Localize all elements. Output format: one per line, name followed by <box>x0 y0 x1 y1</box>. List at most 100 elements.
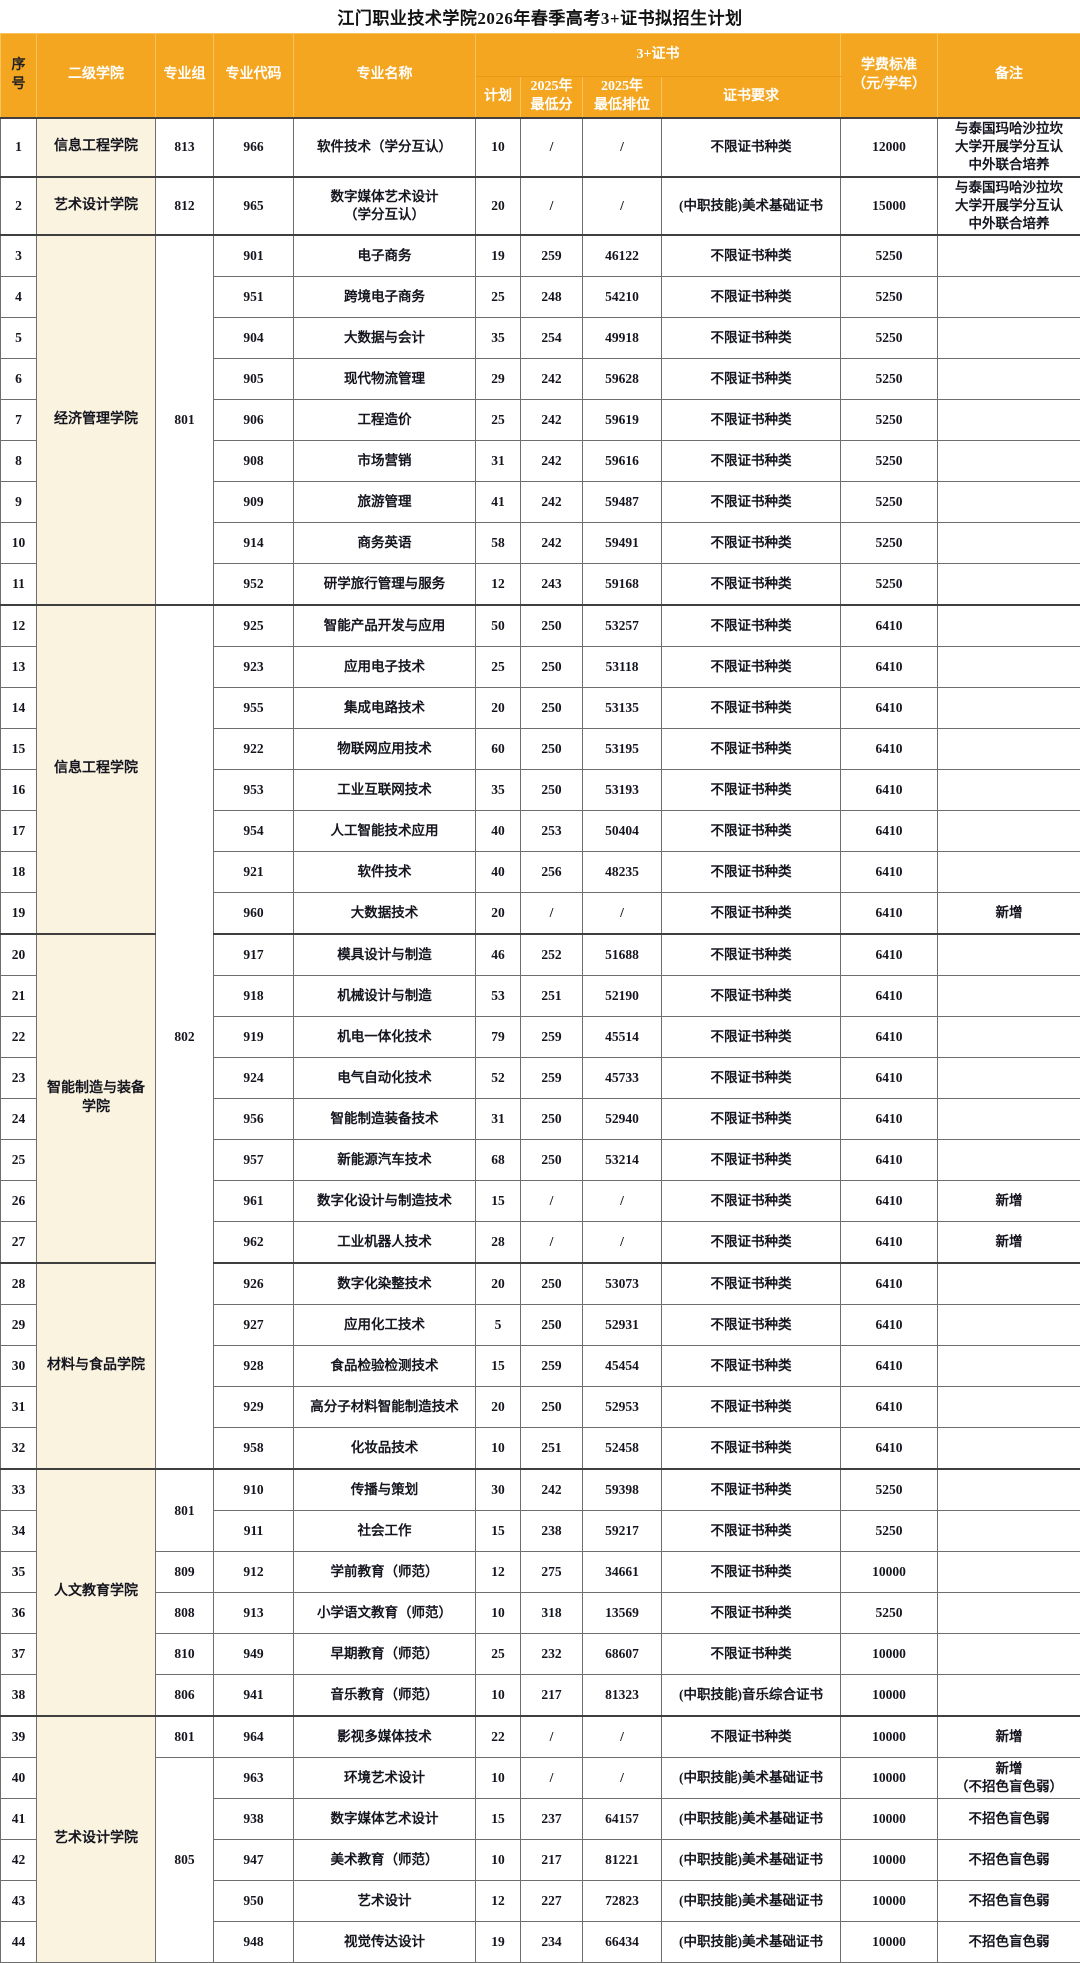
major-name-cell: 应用化工技术 <box>294 1305 476 1346</box>
min-score-cell: 250 <box>521 1305 583 1346</box>
group-cell: 802 <box>156 605 214 1469</box>
header-seq: 序 号 <box>1 34 37 119</box>
seq-cell: 23 <box>1 1058 37 1099</box>
major-code-cell: 911 <box>214 1511 294 1552</box>
remark-cell <box>938 1634 1080 1675</box>
cert-req-cell: 不限证书种类 <box>662 400 841 441</box>
major-name-cell: 环境艺术设计 <box>294 1758 476 1799</box>
header-min-rank: 2025年 最低排位 <box>583 77 662 119</box>
header-remark: 备注 <box>938 34 1080 119</box>
min-score-cell: 237 <box>521 1799 583 1840</box>
min-rank-cell: 45733 <box>583 1058 662 1099</box>
min-score-cell: 217 <box>521 1840 583 1881</box>
plan-cell: 22 <box>476 1716 521 1758</box>
tuition-cell: 5250 <box>841 523 938 564</box>
major-name-cell: 美术教育（师范） <box>294 1840 476 1881</box>
tuition-cell: 10000 <box>841 1552 938 1593</box>
college-cell: 经济管理学院 <box>37 235 156 605</box>
major-code-cell: 938 <box>214 1799 294 1840</box>
major-name-cell: 电子商务 <box>294 235 476 277</box>
plan-cell: 12 <box>476 1881 521 1922</box>
seq-cell: 28 <box>1 1263 37 1305</box>
major-name-cell: 高分子材料智能制造技术 <box>294 1387 476 1428</box>
remark-cell <box>938 523 1080 564</box>
min-score-cell: / <box>521 893 583 935</box>
table-header: 序 号 二级学院 专业组 专业代码 专业名称 3+证书 学费标准 （元/学年） … <box>1 34 1080 119</box>
min-score-cell: 250 <box>521 1140 583 1181</box>
tuition-cell: 10000 <box>841 1799 938 1840</box>
seq-cell: 31 <box>1 1387 37 1428</box>
min-rank-cell: 48235 <box>583 852 662 893</box>
major-code-cell: 919 <box>214 1017 294 1058</box>
college-cell: 信息工程学院 <box>37 118 156 177</box>
plan-cell: 20 <box>476 893 521 935</box>
cert-req-cell: 不限证书种类 <box>662 441 841 482</box>
remark-cell <box>938 1099 1080 1140</box>
min-rank-cell: / <box>583 1222 662 1264</box>
min-score-cell: 242 <box>521 359 583 400</box>
seq-cell: 32 <box>1 1428 37 1470</box>
remark-cell: 与泰国玛哈沙拉坎 大学开展学分互认 中外联合培养 <box>938 177 1080 236</box>
remark-cell: 新增 <box>938 1222 1080 1264</box>
seq-cell: 1 <box>1 118 37 177</box>
plan-cell: 20 <box>476 1387 521 1428</box>
tuition-cell: 10000 <box>841 1675 938 1717</box>
plan-cell: 53 <box>476 976 521 1017</box>
cert-req-cell: 不限证书种类 <box>662 1511 841 1552</box>
min-score-cell: 250 <box>521 1263 583 1305</box>
tuition-cell: 6410 <box>841 893 938 935</box>
cert-req-cell: 不限证书种类 <box>662 1222 841 1264</box>
remark-cell: 不招色盲色弱 <box>938 1799 1080 1840</box>
plan-cell: 10 <box>476 1675 521 1717</box>
college-cell: 人文教育学院 <box>37 1469 156 1716</box>
tuition-cell: 6410 <box>841 605 938 647</box>
seq-cell: 43 <box>1 1881 37 1922</box>
min-score-cell: 250 <box>521 605 583 647</box>
tuition-cell: 6410 <box>841 976 938 1017</box>
min-score-cell: 259 <box>521 1346 583 1387</box>
major-code-cell: 956 <box>214 1099 294 1140</box>
cert-req-cell: 不限证书种类 <box>662 1305 841 1346</box>
seq-cell: 17 <box>1 811 37 852</box>
remark-cell <box>938 1675 1080 1717</box>
major-name-cell: 商务英语 <box>294 523 476 564</box>
cert-req-cell: (中职技能)音乐综合证书 <box>662 1675 841 1717</box>
cert-req-cell: 不限证书种类 <box>662 1716 841 1758</box>
min-score-cell: 242 <box>521 482 583 523</box>
major-code-cell: 925 <box>214 605 294 647</box>
major-code-cell: 952 <box>214 564 294 606</box>
remark-cell <box>938 277 1080 318</box>
tuition-cell: 5250 <box>841 564 938 606</box>
tuition-cell: 6410 <box>841 1346 938 1387</box>
tuition-cell: 6410 <box>841 1222 938 1264</box>
title-bar: 江门职业技术学院2026年春季高考3+证书拟招生计划 <box>0 0 1080 33</box>
major-code-cell: 923 <box>214 647 294 688</box>
tuition-cell: 6410 <box>841 1305 938 1346</box>
major-code-cell: 953 <box>214 770 294 811</box>
min-score-cell: 242 <box>521 523 583 564</box>
seq-cell: 10 <box>1 523 37 564</box>
major-name-cell: 软件技术（学分互认） <box>294 118 476 177</box>
min-rank-cell: 59619 <box>583 400 662 441</box>
min-score-cell: 242 <box>521 441 583 482</box>
seq-cell: 35 <box>1 1552 37 1593</box>
major-code-cell: 917 <box>214 934 294 976</box>
min-rank-cell: 59487 <box>583 482 662 523</box>
cert-req-cell: 不限证书种类 <box>662 1140 841 1181</box>
seq-cell: 38 <box>1 1675 37 1717</box>
cert-req-cell: 不限证书种类 <box>662 1428 841 1470</box>
college-cell: 艺术设计学院 <box>37 1716 156 1963</box>
header-major-code: 专业代码 <box>214 34 294 119</box>
major-name-cell: 工程造价 <box>294 400 476 441</box>
group-cell: 801 <box>156 1716 214 1758</box>
plan-cell: 46 <box>476 934 521 976</box>
major-code-cell: 929 <box>214 1387 294 1428</box>
plan-cell: 10 <box>476 1840 521 1881</box>
min-rank-cell: 46122 <box>583 235 662 277</box>
remark-cell <box>938 1305 1080 1346</box>
remark-cell: 新增 <box>938 893 1080 935</box>
major-code-cell: 965 <box>214 177 294 236</box>
